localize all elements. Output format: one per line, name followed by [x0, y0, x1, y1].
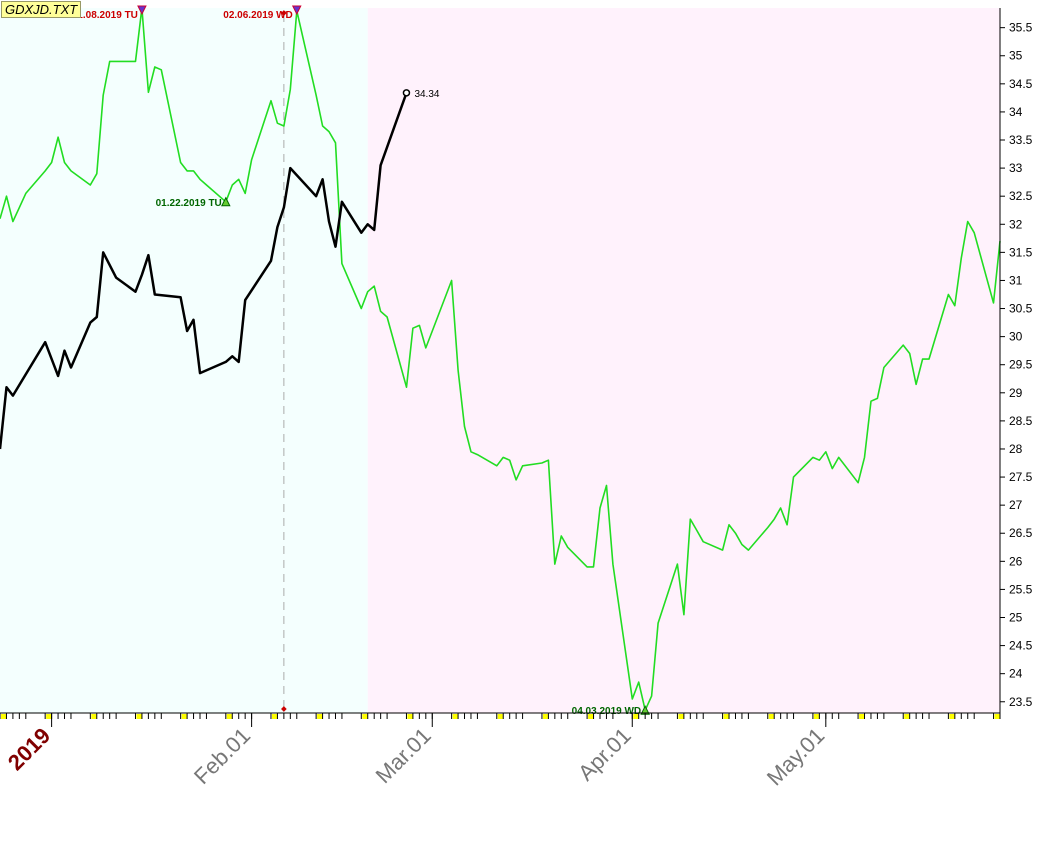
x-week-marker — [317, 714, 323, 719]
y-tick-label: 24 — [1009, 667, 1023, 681]
y-tick-label: 31 — [1009, 273, 1023, 287]
x-week-marker — [949, 714, 955, 719]
y-tick-label: 29 — [1009, 386, 1023, 400]
x-month-label: Feb.01 — [189, 723, 255, 789]
y-axis: 23.5 24 24.5 25 25.5 26 26.5 27 27.5 28 28.5 29 29.5… — [999, 8, 1033, 713]
y-tick-label: 30.5 — [1009, 302, 1033, 316]
low-annotation-label: 04.03.2019 WD — [572, 706, 642, 717]
x-week-marker — [768, 714, 774, 719]
low-annotation-label: 01.22.2019 TU — [156, 198, 222, 209]
y-tick-label: 27 — [1009, 498, 1023, 512]
y-tick-label: 26 — [1009, 554, 1023, 568]
y-tick-label: 30 — [1009, 330, 1023, 344]
x-week-marker — [904, 714, 910, 719]
x-week-marker — [994, 714, 1000, 719]
y-tick-label: 25 — [1009, 611, 1023, 625]
x-axis: 2019 Feb.01 Mar.01 Apr.01 May.01 — [0, 712, 1001, 791]
y-tick-label: 32 — [1009, 217, 1023, 231]
x-week-marker — [1, 714, 6, 719]
series-last-point-previous — [402, 89, 411, 97]
current-date-bottom-diamond — [281, 706, 287, 712]
x-week-marker — [452, 714, 458, 719]
x-week-marker — [407, 714, 413, 719]
high-marker-icon — [291, 5, 302, 16]
y-tick-label: 33 — [1009, 161, 1023, 175]
high-marker-icon — [137, 5, 147, 16]
x-week-marker — [859, 714, 865, 719]
x-year-label: 2019 — [3, 723, 55, 775]
y-tick-label: 35 — [1009, 49, 1023, 63]
x-month-label: Apr.01 — [573, 723, 636, 786]
x-week-marker — [362, 714, 368, 719]
y-tick-label: 33.5 — [1009, 133, 1033, 147]
series-last-value-label: 34.34 — [414, 89, 439, 100]
high-annotation-label: 02.06.2019 WD — [223, 10, 293, 21]
y-tick-label: 28.5 — [1009, 414, 1033, 428]
shaded-period-1 — [367, 8, 1000, 713]
y-tick-label: 27.5 — [1009, 470, 1033, 484]
low-marker-icon — [220, 196, 231, 207]
series-line-current — [0, 7, 1001, 712]
x-month-label: May.01 — [762, 723, 830, 791]
x-week-marker — [678, 714, 684, 719]
x-week-marker — [271, 714, 277, 719]
extreme-annotations: 01.08.2019 TU 02.06.2019 WD 01.22.2019 TU 0… — [72, 5, 650, 717]
x-week-marker — [136, 714, 142, 719]
high-annotation-label: 01.08.2019 TU — [72, 10, 138, 21]
y-tick-label: 23.5 — [1009, 695, 1033, 709]
x-week-marker — [181, 714, 187, 719]
background-shading — [0, 8, 1000, 713]
shaded-period-0 — [0, 8, 368, 713]
x-week-marker — [497, 714, 503, 719]
series-lines: 34.34 — [0, 7, 1001, 712]
x-week-marker — [46, 714, 52, 719]
y-tick-label: 29.5 — [1009, 358, 1033, 372]
x-week-marker — [588, 714, 594, 719]
x-week-marker — [813, 714, 819, 719]
y-tick-label: 34.5 — [1009, 77, 1033, 91]
x-week-marker — [723, 714, 729, 719]
x-week-marker — [91, 714, 97, 719]
x-week-marker — [226, 714, 232, 719]
y-tick-label: 24.5 — [1009, 639, 1033, 653]
y-tick-label: 35.5 — [1009, 21, 1033, 35]
y-tick-label: 32.5 — [1009, 189, 1033, 203]
chart-title: GDXJD.TXT — [1, 1, 82, 18]
x-week-marker — [542, 714, 548, 719]
x-month-label: Mar.01 — [371, 723, 436, 788]
y-tick-label: 28 — [1009, 442, 1023, 456]
y-tick-label: 26.5 — [1009, 526, 1033, 540]
y-tick-label: 31.5 — [1009, 245, 1033, 259]
x-week-marker — [633, 714, 639, 719]
y-tick-label: 25.5 — [1009, 582, 1033, 596]
y-tick-label: 34 — [1009, 105, 1023, 119]
series-line-previous — [0, 92, 408, 450]
